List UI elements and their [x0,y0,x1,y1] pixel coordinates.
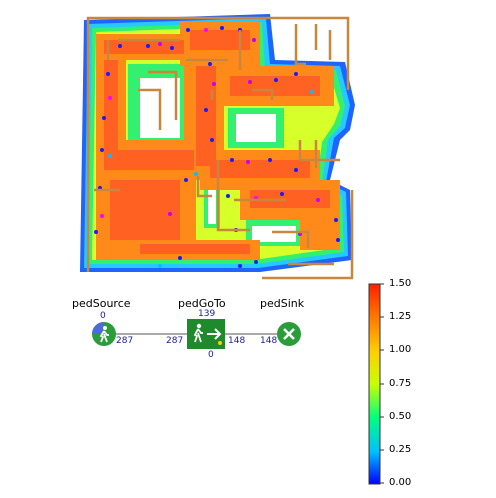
maze-walls [86,16,354,280]
ped-goto-node[interactable] [187,319,225,349]
ped-goto-count-out: 148 [228,336,246,346]
hotter-paths [104,30,330,254]
sink-close-icon [277,322,301,346]
legend-tick-label: 0.00 [389,477,412,488]
legend-tick-marks [380,283,384,484]
ped-goto-label: pedGoTo [178,297,226,310]
pedestrian-goto-icon [187,319,225,349]
ped-source-label: pedSource [72,297,131,310]
ped-source-count-top: 0 [100,311,106,321]
pedestrians [94,26,340,268]
pedestrian-source-icon [92,322,116,346]
legend-tick-label: 0.50 [389,411,412,422]
ped-goto-count-top: 139 [198,309,216,319]
ped-sink-node[interactable] [277,322,301,346]
ped-sink-count-in: 148 [260,336,278,346]
legend-color-bar [368,283,381,485]
ped-source-node[interactable] [92,322,116,346]
legend-tick-label: 0.75 [389,378,412,389]
ped-goto-count-bottom: 0 [208,350,214,360]
ped-sink-label: pedSink [260,297,305,310]
legend-tick-label: 1.25 [389,311,412,322]
ped-source-count-out: 287 [116,336,134,346]
ped-goto-count-in: 287 [166,336,184,346]
legend-tick-label: 0.25 [389,444,412,455]
legend-tick-label: 1.00 [389,344,412,355]
legend-tick-label: 1.50 [389,278,412,289]
